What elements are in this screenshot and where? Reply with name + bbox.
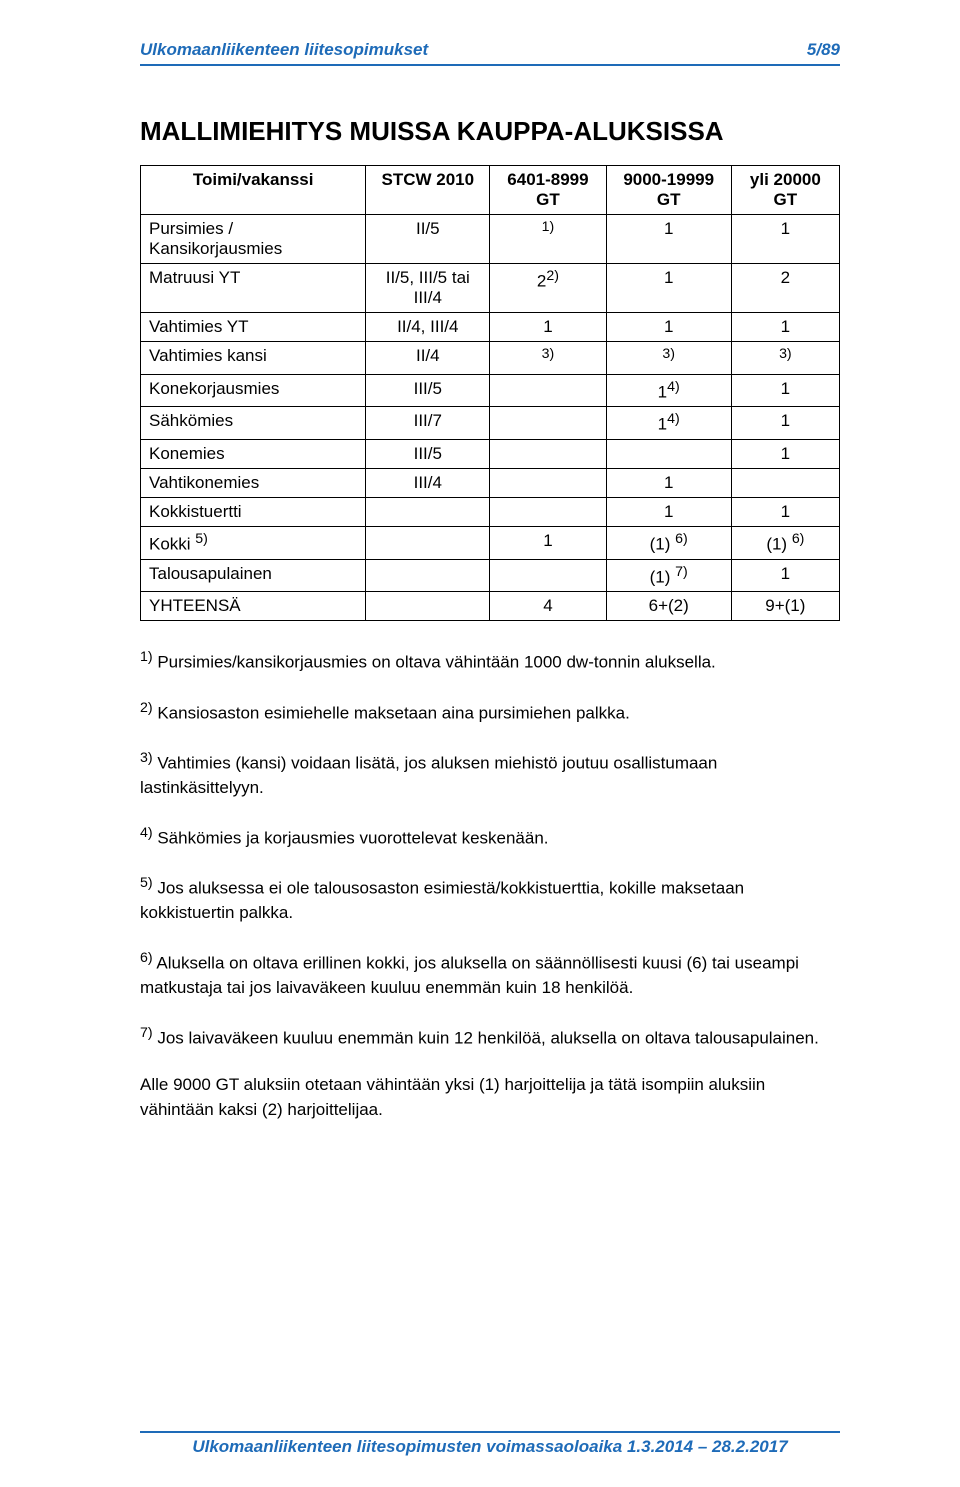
row-cell	[606, 439, 731, 468]
row-label: Konemies	[141, 439, 366, 468]
crew-table: Toimi/vakanssi STCW 2010 6401-8999 GT 90…	[140, 165, 840, 621]
table-row: Vahtimies kansiII/43)3)3)	[141, 342, 840, 375]
row-cell: 1	[731, 374, 839, 407]
table-row: VahtikonemiesIII/4 1	[141, 468, 840, 497]
row-cell: 1)	[490, 215, 606, 264]
footer-rule	[140, 1431, 840, 1433]
footnote: 6) Aluksella on oltava erillinen kokki, …	[140, 948, 840, 1001]
row-label: Konekorjausmies	[141, 374, 366, 407]
row-label: Kokkistuertti	[141, 497, 366, 526]
footnote: 1) Pursimies/kansikorjausmies on oltava …	[140, 647, 840, 675]
row-cell: 3)	[731, 342, 839, 375]
col-header: 6401-8999 GT	[490, 166, 606, 215]
page-header: Ulkomaanliikenteen liitesopimukset 5/89	[140, 40, 840, 60]
header-left: Ulkomaanliikenteen liitesopimukset	[140, 40, 428, 60]
row-cell: III/4	[366, 468, 490, 497]
row-cell: 1	[606, 497, 731, 526]
footnote: 7) Jos laivaväkeen kuuluu enemmän kuin 1…	[140, 1023, 840, 1051]
header-rule	[140, 64, 840, 66]
row-cell	[490, 439, 606, 468]
page-footer: Ulkomaanliikenteen liitesopimusten voima…	[140, 1431, 840, 1457]
row-label: YHTEENSÄ	[141, 592, 366, 621]
table-row: KonekorjausmiesIII/5 14)1	[141, 374, 840, 407]
row-cell: II/5, III/5 tai III/4	[366, 264, 490, 313]
table-row: Vahtimies YTII/4, III/4111	[141, 313, 840, 342]
row-cell: 1	[490, 526, 606, 559]
table-body: Pursimies / KansikorjausmiesII/51)11Matr…	[141, 215, 840, 621]
col-header: 9000-19999 GT	[606, 166, 731, 215]
row-cell: 1	[731, 497, 839, 526]
row-cell: II/4	[366, 342, 490, 375]
header-right: 5/89	[807, 40, 840, 60]
row-cell: III/7	[366, 407, 490, 440]
row-label: Sähkömies	[141, 407, 366, 440]
row-label: Pursimies / Kansikorjausmies	[141, 215, 366, 264]
row-cell: 1	[731, 215, 839, 264]
row-cell: II/4, III/4	[366, 313, 490, 342]
table-header-row: Toimi/vakanssi STCW 2010 6401-8999 GT 90…	[141, 166, 840, 215]
row-cell: 1	[731, 313, 839, 342]
table-row: KonemiesIII/5 1	[141, 439, 840, 468]
row-cell: 1	[731, 407, 839, 440]
row-cell: 1	[731, 559, 839, 592]
table-row: Matruusi YTII/5, III/5 tai III/422)12	[141, 264, 840, 313]
row-cell: 6+(2)	[606, 592, 731, 621]
row-cell	[490, 374, 606, 407]
row-cell: (1) 7)	[606, 559, 731, 592]
row-cell: 1	[490, 313, 606, 342]
footnote: 4) Sähkömies ja korjausmies vuorotteleva…	[140, 823, 840, 851]
row-cell	[366, 497, 490, 526]
row-cell: 2	[731, 264, 839, 313]
row-label: Vahtimies kansi	[141, 342, 366, 375]
section-title: MALLIMIEHITYS MUISSA KAUPPA-ALUKSISSA	[140, 116, 840, 147]
footer-text: Ulkomaanliikenteen liitesopimusten voima…	[140, 1437, 840, 1457]
footnote: 5) Jos aluksessa ei ole talousosaston es…	[140, 873, 840, 926]
row-cell	[366, 559, 490, 592]
table-row: Kokki 5)1(1) 6)(1) 6)	[141, 526, 840, 559]
row-cell: II/5	[366, 215, 490, 264]
row-cell: 4	[490, 592, 606, 621]
row-cell: 1	[606, 264, 731, 313]
row-cell: III/5	[366, 439, 490, 468]
row-cell: III/5	[366, 374, 490, 407]
table-row: Pursimies / KansikorjausmiesII/51)11	[141, 215, 840, 264]
row-cell: 9+(1)	[731, 592, 839, 621]
row-cell	[490, 468, 606, 497]
row-label: Kokki 5)	[141, 526, 366, 559]
table-row: SähkömiesIII/7 14)1	[141, 407, 840, 440]
footnote: Alle 9000 GT aluksiin otetaan vähintään …	[140, 1073, 840, 1122]
col-header: STCW 2010	[366, 166, 490, 215]
table-row: Talousapulainen (1) 7)1	[141, 559, 840, 592]
col-header: Toimi/vakanssi	[141, 166, 366, 215]
row-cell: 1	[606, 313, 731, 342]
row-cell: 14)	[606, 407, 731, 440]
row-cell	[490, 497, 606, 526]
row-cell: 1	[731, 439, 839, 468]
row-cell	[731, 468, 839, 497]
footnote: 2) Kansiosaston esimiehelle maksetaan ai…	[140, 698, 840, 726]
row-cell: 14)	[606, 374, 731, 407]
row-label: Matruusi YT	[141, 264, 366, 313]
footnote: 3) Vahtimies (kansi) voidaan lisätä, jos…	[140, 748, 840, 801]
table-row: YHTEENSÄ 46+(2)9+(1)	[141, 592, 840, 621]
row-label: Talousapulainen	[141, 559, 366, 592]
row-cell: 1	[606, 215, 731, 264]
col-header: yli 20000 GT	[731, 166, 839, 215]
footnotes: 1) Pursimies/kansikorjausmies on oltava …	[140, 647, 840, 1122]
table-head: Toimi/vakanssi STCW 2010 6401-8999 GT 90…	[141, 166, 840, 215]
row-cell: (1) 6)	[731, 526, 839, 559]
row-label: Vahtimies YT	[141, 313, 366, 342]
row-cell: 1	[606, 468, 731, 497]
row-cell	[366, 526, 490, 559]
row-cell	[490, 559, 606, 592]
table-row: Kokkistuertti 11	[141, 497, 840, 526]
row-label: Vahtikonemies	[141, 468, 366, 497]
row-cell: (1) 6)	[606, 526, 731, 559]
row-cell	[490, 407, 606, 440]
page: Ulkomaanliikenteen liitesopimukset 5/89 …	[0, 0, 960, 1487]
row-cell: 3)	[606, 342, 731, 375]
row-cell: 22)	[490, 264, 606, 313]
row-cell: 3)	[490, 342, 606, 375]
row-cell	[366, 592, 490, 621]
